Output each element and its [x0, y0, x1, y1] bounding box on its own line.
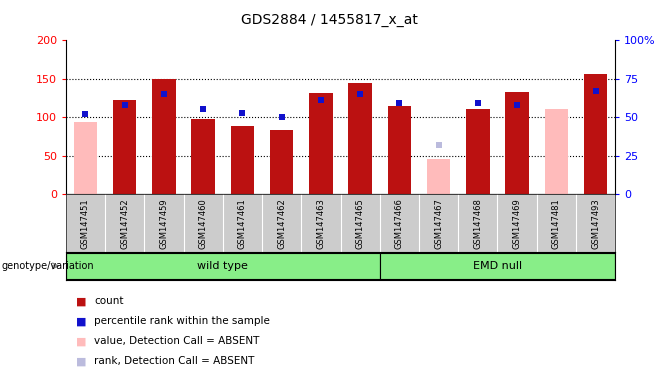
Text: ■: ■	[76, 336, 86, 346]
Text: GSM147459: GSM147459	[159, 199, 168, 249]
Text: ■: ■	[76, 356, 86, 366]
Text: GSM147452: GSM147452	[120, 199, 129, 249]
Bar	[380, 253, 615, 279]
Text: GSM147481: GSM147481	[552, 199, 561, 249]
Text: EMD null: EMD null	[473, 261, 522, 271]
Bar	[545, 109, 568, 194]
Bar	[348, 83, 372, 194]
Text: ■: ■	[76, 296, 86, 306]
Bar	[270, 130, 293, 194]
Text: GSM147463: GSM147463	[316, 199, 326, 249]
Bar	[231, 126, 254, 194]
Text: GSM147451: GSM147451	[81, 199, 90, 249]
Text: GSM147461: GSM147461	[238, 199, 247, 249]
Text: ■: ■	[76, 316, 86, 326]
Text: count: count	[94, 296, 124, 306]
Text: GSM147467: GSM147467	[434, 199, 443, 249]
Text: value, Detection Call = ABSENT: value, Detection Call = ABSENT	[94, 336, 259, 346]
Text: GSM147465: GSM147465	[355, 199, 365, 249]
Text: GSM147468: GSM147468	[473, 199, 482, 249]
Bar	[152, 79, 176, 194]
Text: wild type: wild type	[197, 261, 248, 271]
Text: GSM147460: GSM147460	[199, 199, 208, 249]
Bar	[66, 253, 380, 279]
Bar	[191, 119, 215, 194]
Text: GDS2884 / 1455817_x_at: GDS2884 / 1455817_x_at	[241, 13, 417, 27]
Text: rank, Detection Call = ABSENT: rank, Detection Call = ABSENT	[94, 356, 255, 366]
Text: GSM147469: GSM147469	[513, 199, 522, 249]
Bar	[74, 122, 97, 194]
Bar	[309, 93, 333, 194]
Bar	[584, 74, 607, 194]
Text: percentile rank within the sample: percentile rank within the sample	[94, 316, 270, 326]
Text: GSM147466: GSM147466	[395, 199, 404, 249]
Text: genotype/variation: genotype/variation	[1, 261, 94, 271]
Bar	[427, 159, 450, 194]
Bar	[113, 100, 136, 194]
Text: GSM147493: GSM147493	[591, 199, 600, 249]
Bar	[505, 92, 529, 194]
Text: GSM147462: GSM147462	[277, 199, 286, 249]
Bar	[466, 109, 490, 194]
Bar	[388, 106, 411, 194]
